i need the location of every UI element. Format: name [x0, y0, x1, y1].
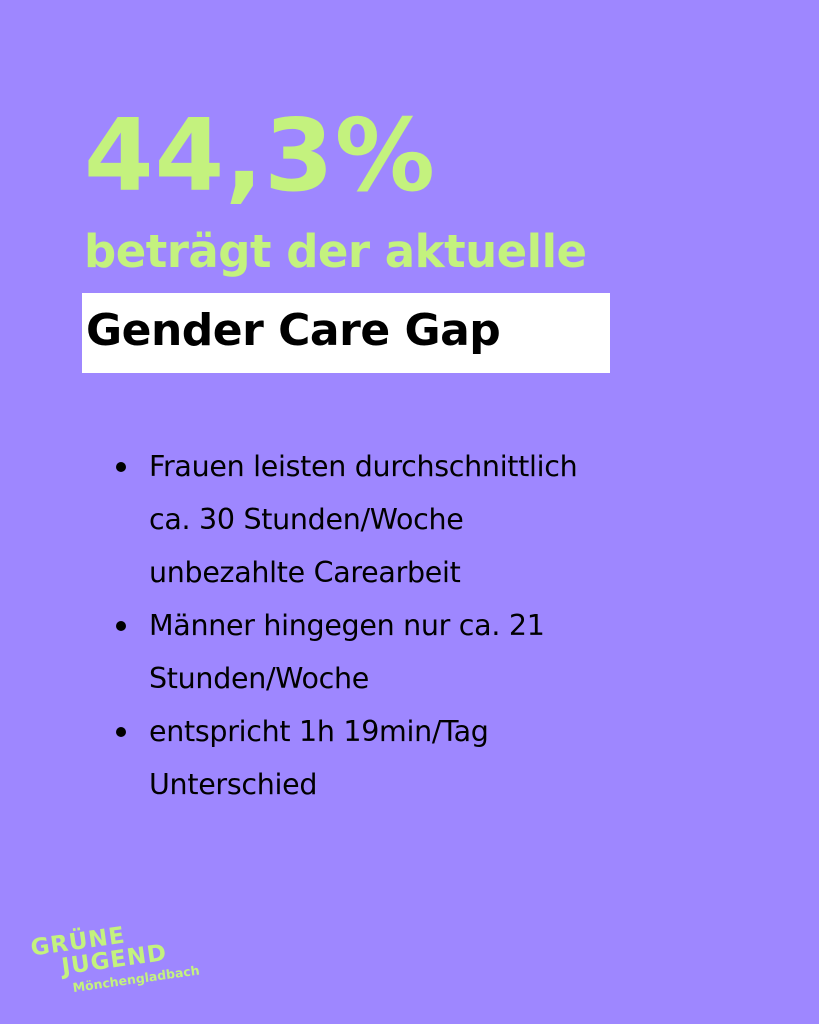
headline-percentage: 44,3%: [84, 97, 436, 214]
bullet-line: unbezahlte Carearbeit: [149, 556, 461, 589]
bullet-line: Unterschied: [149, 768, 318, 801]
highlight-box: Gender Care Gap: [82, 293, 610, 373]
bullet-line: entspricht 1h 19min/Tag: [149, 715, 489, 748]
bullet-line: Frauen leisten durchschnittlich: [149, 450, 578, 483]
bullet-dot-icon: [116, 462, 126, 472]
bullet-line: Stunden/Woche: [149, 662, 369, 695]
list-item: entspricht 1h 19min/Tag Unterschied: [114, 705, 754, 811]
highlight-text: Gender Care Gap: [86, 305, 501, 356]
bullet-dot-icon: [116, 621, 126, 631]
headline-subline: beträgt der aktuelle: [84, 225, 587, 278]
bullet-list: Frauen leisten durchschnittlich ca. 30 S…: [114, 440, 754, 811]
bullet-dot-icon: [116, 727, 126, 737]
gruene-jugend-logo: GRÜNE JUGEND Mönchengladbach: [26, 886, 238, 1013]
bullet-line: Männer hingegen nur ca. 21: [149, 609, 545, 642]
list-item: Frauen leisten durchschnittlich ca. 30 S…: [114, 440, 754, 599]
list-item: Männer hingegen nur ca. 21 Stunden/Woche: [114, 599, 754, 705]
bullet-line: ca. 30 Stunden/Woche: [149, 503, 464, 536]
